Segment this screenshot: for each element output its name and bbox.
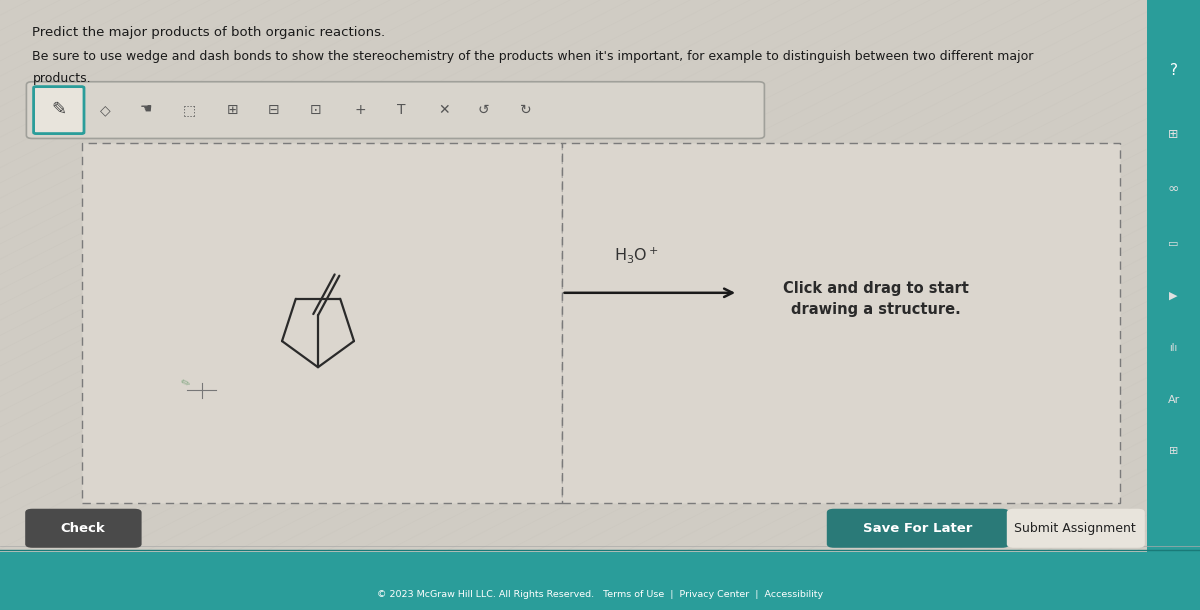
Text: +: + xyxy=(354,103,366,117)
Text: T: T xyxy=(396,103,406,117)
Text: ↺: ↺ xyxy=(478,103,490,117)
Text: ılı: ılı xyxy=(1170,343,1177,353)
Text: Submit Assignment: Submit Assignment xyxy=(1014,522,1136,535)
Text: ◇: ◇ xyxy=(101,103,110,117)
Bar xyxy=(562,143,1120,503)
FancyBboxPatch shape xyxy=(26,82,764,138)
Text: ⬚: ⬚ xyxy=(184,103,196,117)
FancyBboxPatch shape xyxy=(34,87,84,134)
FancyBboxPatch shape xyxy=(25,509,142,548)
Text: ⊞: ⊞ xyxy=(1169,127,1178,141)
Text: Click and drag to start
drawing a structure.: Click and drag to start drawing a struct… xyxy=(784,281,968,317)
Text: $\mathregular{H_3O^+}$: $\mathregular{H_3O^+}$ xyxy=(613,245,659,265)
Text: Be sure to use wedge and dash bonds to show the stereochemistry of the products : Be sure to use wedge and dash bonds to s… xyxy=(32,50,1033,63)
FancyBboxPatch shape xyxy=(1007,509,1145,548)
Text: ▶: ▶ xyxy=(1169,291,1178,301)
Text: ↻: ↻ xyxy=(520,103,532,117)
Text: ✕: ✕ xyxy=(438,103,450,117)
Text: ⊞: ⊞ xyxy=(227,103,239,117)
Bar xyxy=(0,552,1200,610)
Bar xyxy=(1147,0,1200,610)
Text: Save For Later: Save For Later xyxy=(863,522,973,535)
Bar xyxy=(82,143,562,503)
Text: Check: Check xyxy=(60,522,106,535)
Text: ⊟: ⊟ xyxy=(268,103,280,117)
Text: ?: ? xyxy=(1170,63,1177,77)
Text: products.: products. xyxy=(32,72,91,85)
FancyBboxPatch shape xyxy=(827,509,1009,548)
Text: ⊡: ⊡ xyxy=(310,103,322,117)
Text: ☚: ☚ xyxy=(140,103,152,117)
Text: Ar: Ar xyxy=(1168,395,1180,404)
Text: ⊞: ⊞ xyxy=(1169,447,1178,456)
Text: ▭: ▭ xyxy=(1169,239,1178,249)
Text: Predict the major products of both organic reactions.: Predict the major products of both organ… xyxy=(32,26,385,38)
Text: ∞: ∞ xyxy=(1168,182,1180,196)
Text: © 2023 McGraw Hill LLC. All Rights Reserved.   Terms of Use  |  Privacy Center  : © 2023 McGraw Hill LLC. All Rights Reser… xyxy=(377,590,823,599)
Text: ✎: ✎ xyxy=(180,378,192,390)
Text: ✎: ✎ xyxy=(52,101,66,119)
